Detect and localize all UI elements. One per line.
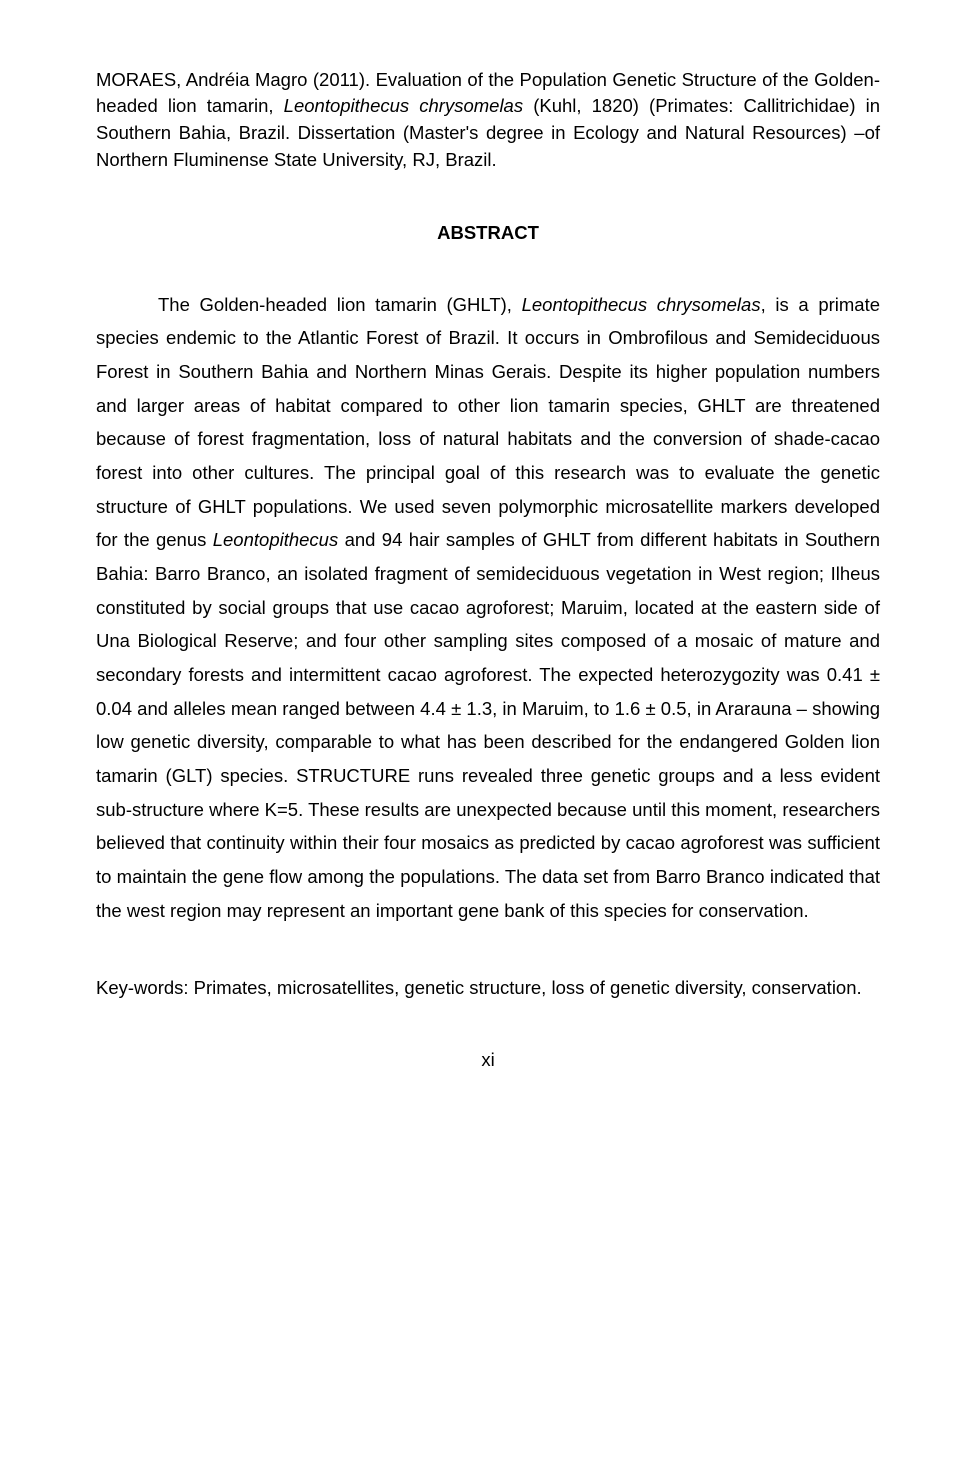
abstract-text-3: and 94 hair samples of GHLT from differe… — [96, 529, 880, 920]
abstract-species-1: Leontopithecus chrysomelas — [522, 294, 761, 315]
citation-block: MORAES, Andréia Magro (2011). Evaluation… — [96, 67, 880, 174]
document-page: MORAES, Andréia Magro (2011). Evaluation… — [0, 0, 960, 1111]
citation-species: Leontopithecus chrysomelas — [284, 95, 523, 116]
page-number: xi — [96, 1049, 880, 1071]
abstract-text-2: , is a primate species endemic to the At… — [96, 294, 880, 551]
keywords: Key-words: Primates, microsatellites, ge… — [96, 971, 880, 1005]
abstract-body: The Golden-headed lion tamarin (GHLT), L… — [96, 288, 880, 927]
citation-author: MORAES, Andréia Magro (2011). — [96, 69, 376, 90]
abstract-text-1: The Golden-headed lion tamarin (GHLT), — [158, 294, 522, 315]
abstract-heading: ABSTRACT — [96, 222, 880, 244]
abstract-genus: Leontopithecus — [213, 529, 339, 550]
